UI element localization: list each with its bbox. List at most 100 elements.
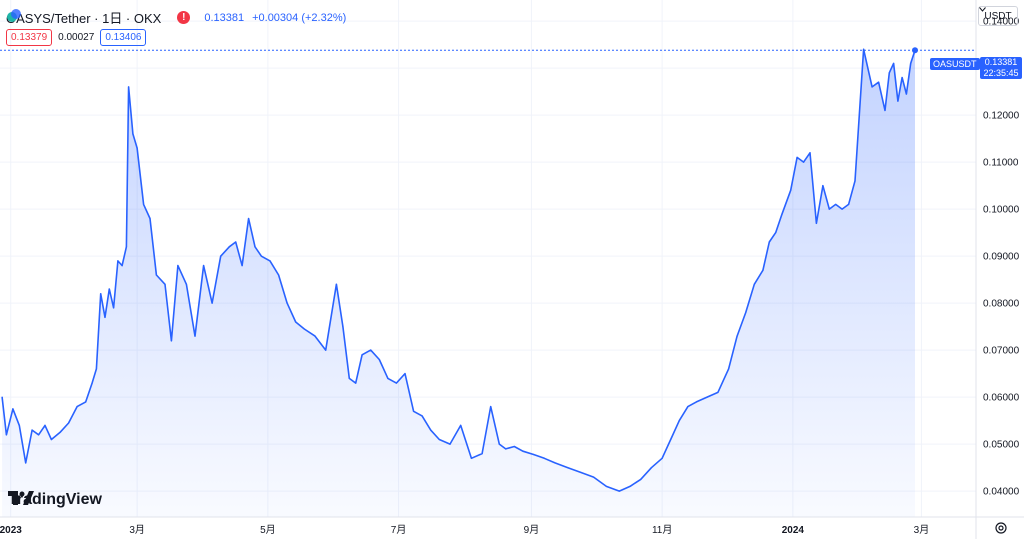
y-tick-label: 0.10000: [983, 205, 1020, 216]
data-point: [121, 264, 123, 267]
x-tick-label: 2023: [0, 525, 22, 536]
data-point: [884, 109, 886, 112]
data-point: [177, 264, 179, 267]
data-point: [901, 76, 903, 79]
tradingview-logo[interactable]: TradingView: [8, 491, 102, 509]
data-point: [95, 368, 98, 370]
data-point: [18, 424, 20, 426]
data-point: [580, 471, 582, 473]
x-tick-label: 7月: [391, 524, 407, 536]
data-point: [695, 401, 698, 403]
data-point: [809, 152, 811, 154]
data-point: [822, 185, 824, 187]
y-tick-label: 0.12000: [983, 111, 1020, 122]
data-point: [768, 241, 770, 243]
data-point: [470, 457, 473, 459]
legend-header: OASYS/Tether · 1日 · OKX ! 0.13381 +0.003…: [6, 8, 346, 27]
data-point: [717, 391, 719, 394]
data-point: [277, 274, 280, 276]
y-tick-label: 0.06000: [983, 393, 1020, 404]
data-point: [618, 490, 620, 492]
last-price-value: 0.13381: [984, 57, 1018, 67]
data-point: [220, 255, 222, 257]
data-point: [355, 382, 357, 384]
data-point: [348, 377, 350, 379]
data-point: [449, 443, 451, 445]
data-point: [678, 420, 680, 422]
data-point: [247, 217, 250, 220]
exclamation-icon[interactable]: !: [177, 11, 191, 24]
data-point: [847, 203, 850, 206]
data-point: [905, 93, 908, 95]
data-point: [802, 161, 805, 163]
data-point: [170, 340, 173, 342]
data-point: [100, 293, 102, 295]
data-point: [12, 408, 14, 410]
data-point: [260, 255, 263, 257]
data-point: [1, 396, 3, 398]
data-point: [185, 283, 188, 285]
data-point: [481, 452, 483, 455]
data-point: [136, 147, 138, 149]
sell-price-button[interactable]: 0.13379: [6, 29, 53, 46]
data-point: [361, 354, 363, 356]
y-tick-label: 0.14000: [983, 17, 1020, 28]
x-tick-label: 3月: [129, 524, 145, 536]
data-point: [871, 86, 873, 88]
y-tick-label: 0.04000: [983, 487, 1020, 498]
data-point: [762, 269, 764, 271]
gear-icon[interactable]: [994, 521, 1008, 535]
data-point: [828, 208, 830, 210]
data-point: [395, 382, 398, 384]
data-point: [303, 328, 305, 330]
symbol-title[interactable]: OASYS/Tether · 1日 · OKX: [6, 11, 162, 26]
data-point: [592, 476, 595, 478]
data-point: [142, 203, 145, 206]
x-tick-label: 3月: [914, 524, 930, 536]
data-point: [269, 260, 271, 262]
data-point: [235, 241, 237, 243]
data-point: [421, 415, 423, 417]
data-point: [438, 438, 440, 441]
data-point: [314, 335, 316, 337]
data-point: [91, 382, 93, 384]
data-point: [796, 156, 798, 159]
data-point: [404, 373, 406, 375]
data-point: [513, 445, 515, 448]
data-point: [155, 274, 158, 276]
currency-selector[interactable]: USDT: [978, 6, 1018, 26]
data-point: [862, 48, 865, 50]
y-tick-label: 0.09000: [983, 252, 1020, 263]
data-point: [412, 410, 415, 412]
data-point: [775, 232, 777, 234]
data-point: [31, 429, 33, 431]
data-point: [727, 368, 730, 370]
data-point: [661, 457, 663, 459]
bid-ask-row: 0.13379 0.00027 0.13406: [6, 29, 147, 46]
data-point: [76, 405, 78, 408]
data-point: [295, 321, 297, 323]
oasys-coin-icon: [7, 9, 21, 22]
data-point: [104, 316, 106, 318]
data-point: [522, 450, 524, 452]
buy-price-button[interactable]: 0.13406: [100, 29, 147, 46]
data-point: [781, 213, 783, 215]
data-point: [37, 434, 40, 436]
data-point: [335, 283, 338, 285]
data-point: [67, 422, 70, 424]
data-point: [59, 431, 61, 433]
data-point: [687, 405, 689, 408]
data-point: [640, 478, 642, 480]
area-series: [0, 47, 976, 518]
x-tick-label: 5月: [260, 524, 276, 536]
data-point: [888, 72, 890, 74]
data-point: [892, 62, 895, 65]
data-point: [629, 485, 631, 488]
data-point: [149, 217, 151, 220]
tradingview-logo-icon: [8, 491, 34, 505]
data-point: [112, 307, 115, 309]
data-point: [286, 302, 288, 304]
